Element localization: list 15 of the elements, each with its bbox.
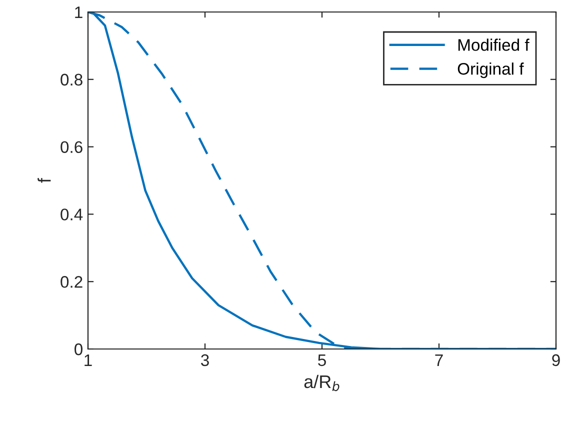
y-tick-label: 0 <box>74 343 82 356</box>
x-axis-title: a/R$_{b}$ <box>304 374 340 392</box>
y-tick-label: 0.8 <box>60 74 82 86</box>
legend-label: Modified f <box>458 38 530 51</box>
y-tick-label: 1 <box>75 6 82 18</box>
y-axis-title: f <box>38 178 51 183</box>
x-tick-label: 5 <box>318 354 326 366</box>
x-tick-label: 9 <box>552 354 560 366</box>
x-tick-label: 1 <box>84 354 92 366</box>
x-tick-label: 7 <box>435 354 443 366</box>
y-tick-label: 0.4 <box>60 208 83 220</box>
y-tick-label: 0.6 <box>60 141 82 154</box>
x-tick-label: 3 <box>201 354 209 366</box>
legend-label: Original f <box>458 62 524 78</box>
y-tick-label: 0.2 <box>60 276 82 288</box>
